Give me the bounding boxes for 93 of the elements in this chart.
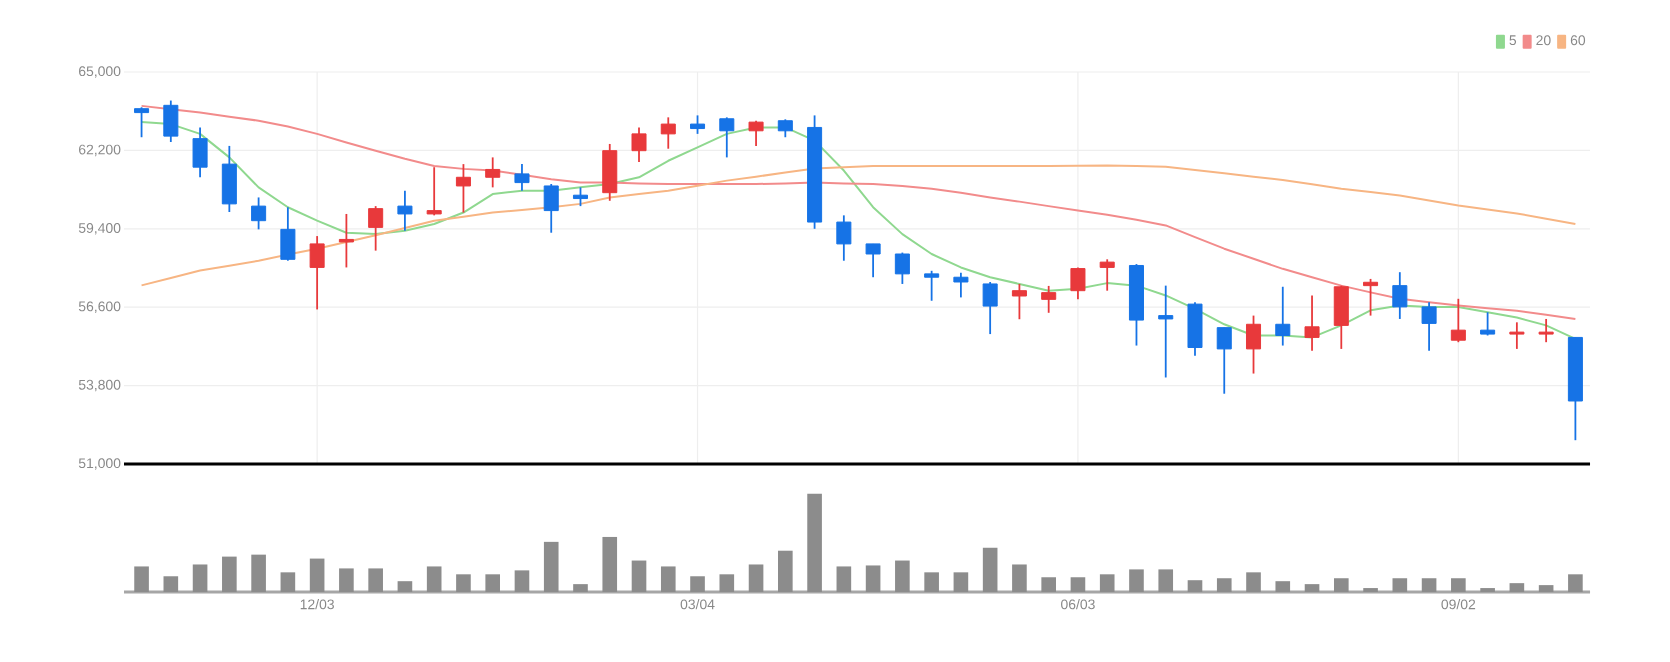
bar	[836, 566, 852, 592]
bar	[192, 564, 208, 592]
bar	[1099, 574, 1115, 592]
candlestick	[397, 189, 413, 232]
candlestick	[748, 119, 764, 147]
bar	[807, 493, 822, 592]
candlestick	[280, 206, 296, 262]
candlestick	[631, 126, 647, 163]
candlestick	[690, 114, 706, 135]
candlestick	[836, 214, 852, 262]
candlestick	[1245, 314, 1262, 375]
bar	[1187, 580, 1203, 592]
bar	[1216, 578, 1232, 592]
candlestick	[368, 205, 384, 252]
bar	[1538, 585, 1554, 592]
bar	[251, 554, 266, 592]
candlestick	[1158, 284, 1174, 379]
bar	[309, 558, 325, 592]
bar	[280, 572, 296, 592]
candlestick	[455, 163, 471, 214]
candlestick	[163, 99, 179, 143]
candlestick	[1041, 285, 1057, 314]
bar	[602, 536, 618, 592]
candlestick	[1275, 285, 1291, 347]
bar	[1451, 578, 1466, 592]
bar	[1041, 577, 1056, 592]
bar	[163, 576, 179, 592]
bar	[1568, 574, 1583, 592]
candlestick	[1538, 318, 1554, 344]
candlestick	[1304, 294, 1320, 352]
bar	[778, 550, 793, 592]
candlestick	[338, 213, 354, 269]
bar	[982, 547, 998, 592]
bar	[1509, 583, 1525, 592]
candlestick	[1011, 283, 1027, 321]
bar	[1158, 569, 1174, 592]
bar	[1070, 577, 1086, 592]
bar	[719, 574, 735, 592]
candlestick	[1509, 321, 1525, 350]
bar	[865, 565, 881, 592]
bar	[514, 570, 530, 592]
candlestick	[572, 186, 589, 208]
bar	[924, 572, 939, 592]
candlestick	[514, 163, 530, 192]
bar	[1392, 578, 1408, 592]
candlestick	[543, 183, 559, 234]
candlestick	[719, 116, 735, 159]
bar	[368, 568, 383, 592]
bar	[660, 566, 676, 592]
candlestick	[309, 235, 325, 311]
candlestick	[660, 116, 676, 150]
candlestick	[953, 271, 969, 299]
bar	[456, 574, 471, 592]
bar	[1129, 569, 1144, 592]
bar	[339, 568, 354, 592]
candlestick	[1363, 278, 1379, 317]
candlestick	[134, 106, 150, 139]
candlestick	[924, 269, 940, 302]
candlestick	[1421, 301, 1437, 352]
bar	[1246, 572, 1261, 592]
candlestick	[192, 126, 208, 179]
candlestick	[1187, 301, 1203, 357]
bar	[690, 576, 705, 592]
bar	[895, 560, 910, 592]
bar	[631, 560, 647, 592]
bar	[953, 572, 969, 592]
candlestick	[251, 196, 267, 231]
bar	[1304, 584, 1320, 592]
candlestick	[221, 145, 237, 213]
bar	[485, 574, 501, 592]
candlestick	[1099, 258, 1115, 292]
bar	[134, 566, 149, 592]
candlestick	[1070, 266, 1086, 301]
bar	[748, 564, 764, 592]
candlestick	[1450, 297, 1466, 344]
candlestick	[1216, 326, 1232, 395]
bar	[222, 556, 237, 592]
candlestick	[1392, 271, 1408, 320]
bar	[397, 581, 413, 592]
bar	[1012, 564, 1027, 592]
candlestick	[1333, 284, 1349, 350]
bar	[1333, 578, 1349, 592]
bar	[543, 541, 559, 592]
bar	[573, 584, 588, 592]
candlestick	[894, 251, 910, 285]
candlestick	[865, 243, 881, 279]
candlestick	[982, 281, 998, 335]
candlestick	[485, 156, 501, 189]
bar	[1275, 581, 1291, 592]
bar	[1421, 578, 1437, 592]
candlestick	[602, 143, 618, 202]
bar	[426, 566, 442, 592]
candlestick	[426, 166, 442, 217]
